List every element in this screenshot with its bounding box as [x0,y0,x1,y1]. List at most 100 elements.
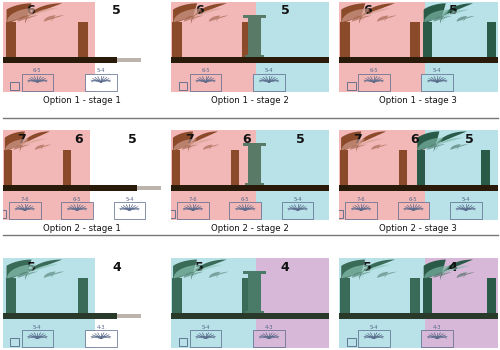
Bar [2,185,138,191]
Text: 5-4: 5-4 [370,325,378,330]
Bar [178,82,188,90]
Polygon shape [209,15,229,22]
Bar [2,313,116,319]
Bar [230,202,261,219]
Text: 4-3: 4-3 [265,325,274,330]
Polygon shape [418,138,463,150]
Text: 6-5: 6-5 [73,197,82,202]
Bar [245,183,264,186]
Bar [172,279,182,313]
Text: 6: 6 [410,133,420,146]
Bar [116,314,140,318]
Polygon shape [350,145,366,150]
Text: Option 2 - stage 2: Option 2 - stage 2 [211,224,289,233]
Bar [398,202,430,219]
Bar [256,2,330,92]
Polygon shape [35,145,51,150]
Bar [177,202,209,219]
Text: 7: 7 [186,133,194,146]
Bar [423,22,432,57]
Text: 6: 6 [195,5,203,18]
Text: 6: 6 [74,133,83,146]
Text: 6-5: 6-5 [33,69,42,74]
Polygon shape [371,145,388,150]
Bar [85,330,116,347]
Bar [248,273,261,313]
Text: 5-4: 5-4 [96,69,105,74]
Bar [2,2,94,92]
Bar [172,22,182,57]
Bar [256,258,330,348]
Text: 6: 6 [242,133,251,146]
Bar [0,210,6,218]
Bar [422,330,453,347]
Polygon shape [377,272,396,278]
Bar [422,74,453,91]
Bar [248,17,261,57]
Bar [347,338,356,346]
Polygon shape [342,8,391,22]
Polygon shape [174,8,222,22]
Bar [62,150,70,185]
Bar [245,55,264,58]
Polygon shape [434,272,452,278]
Bar [340,279,350,313]
Text: 7-6: 7-6 [188,197,197,202]
Bar [248,145,261,185]
Bar [410,279,420,313]
Polygon shape [18,272,38,278]
Polygon shape [6,139,46,150]
Polygon shape [456,272,474,278]
Polygon shape [418,132,467,152]
Polygon shape [352,272,372,278]
Bar [190,74,222,91]
Bar [61,202,93,219]
Bar [166,210,174,218]
Bar [410,22,420,57]
Bar [399,150,407,185]
Polygon shape [342,265,391,279]
Bar [334,210,343,218]
Bar [170,130,256,220]
Text: 5: 5 [296,133,305,146]
Polygon shape [427,144,446,150]
Bar [450,202,482,219]
Text: 6-5: 6-5 [241,197,250,202]
Bar [245,311,264,314]
Bar [78,279,88,313]
Polygon shape [8,8,58,22]
Text: 6-5: 6-5 [202,69,210,74]
Text: 5-4: 5-4 [125,197,134,202]
Polygon shape [424,3,473,24]
Text: 5: 5 [448,5,458,18]
Bar [416,150,426,185]
Bar [340,150,348,185]
Bar [481,150,490,185]
Text: 5-4: 5-4 [433,69,442,74]
Bar [114,202,146,219]
Bar [487,279,496,313]
Text: 7-6: 7-6 [356,197,366,202]
Polygon shape [174,265,222,279]
Polygon shape [44,15,64,22]
Bar [242,22,252,57]
Polygon shape [8,264,58,279]
Text: 5-4: 5-4 [294,197,302,202]
Polygon shape [14,145,30,150]
Bar [423,279,432,313]
Bar [178,338,188,346]
Polygon shape [341,3,395,24]
Text: 6: 6 [26,5,36,18]
Text: 6: 6 [363,5,372,18]
Polygon shape [203,145,220,150]
Polygon shape [5,132,50,152]
Bar [2,130,90,220]
Bar [2,258,94,348]
Text: 7: 7 [17,133,26,146]
Bar [4,150,12,185]
Text: 5-4: 5-4 [264,69,274,74]
Polygon shape [209,272,229,278]
Bar [339,130,424,220]
Bar [253,330,285,347]
Text: 4-3: 4-3 [433,325,442,330]
